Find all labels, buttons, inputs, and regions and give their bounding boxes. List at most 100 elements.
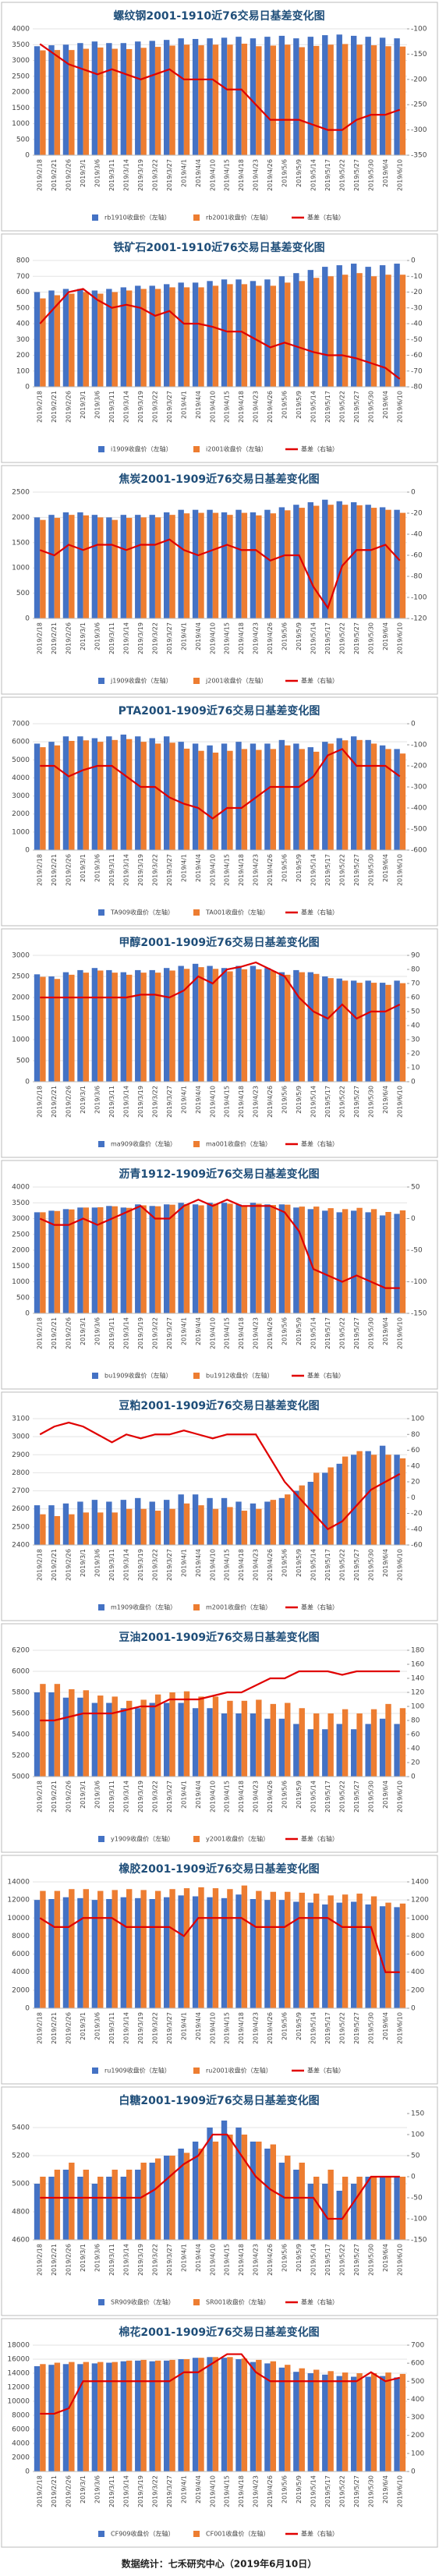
bar	[77, 969, 83, 1082]
bar	[164, 1204, 170, 1313]
bar	[293, 1490, 299, 1545]
bar	[154, 2158, 161, 2240]
bar	[40, 1212, 46, 1313]
bar	[154, 517, 161, 618]
y-tick-label: 6000	[12, 1668, 30, 1676]
bar	[322, 1904, 328, 2008]
bar	[285, 974, 291, 1082]
x-tick-label: 2019/3/1	[80, 622, 87, 650]
x-tick-label: 2019/2/26	[65, 1317, 73, 1349]
bar	[278, 972, 285, 1082]
basis-line	[40, 2353, 401, 2415]
bar	[264, 2363, 271, 2471]
x-tick-label: 2019/4/4	[195, 1781, 202, 1809]
x-tick-label: 2019/6/4	[382, 854, 389, 882]
bar	[83, 48, 89, 155]
bar	[356, 1451, 363, 1545]
x-tick-label: 2019/3/27	[166, 854, 173, 886]
x-tick-label: 2019/5/30	[367, 1549, 374, 1581]
bar	[241, 749, 248, 850]
x-tick-label: 2019/2/21	[51, 2475, 58, 2507]
bar	[394, 2377, 400, 2471]
y-tick-label: 4000	[12, 1184, 30, 1192]
bar	[77, 512, 83, 618]
x-tick-label: 2019/3/1	[80, 1549, 87, 1577]
bar	[221, 1713, 228, 1777]
bar	[198, 750, 204, 850]
bar	[293, 505, 299, 618]
bar	[379, 2177, 386, 2240]
bar	[135, 1897, 141, 2008]
bar	[322, 976, 328, 1082]
bar	[83, 740, 89, 850]
bar	[285, 1494, 291, 1545]
x-tick-label: 2019/4/26	[267, 159, 274, 191]
y2-tick-label: 60	[411, 1447, 420, 1455]
bar	[77, 2177, 83, 2240]
bar	[112, 519, 118, 618]
basis-line	[39, 1917, 400, 1973]
x-tick-label: 2019/3/19	[137, 854, 144, 886]
bar	[169, 742, 175, 850]
legend-swatch	[193, 909, 200, 916]
x-tick-label: 2019/4/18	[238, 854, 245, 886]
bar	[149, 2361, 155, 2471]
y2-tick-label: -50	[411, 336, 423, 344]
x-tick-label: 2019/3/14	[123, 854, 130, 886]
legend-label: rb2001收盘价（左轴）	[206, 214, 272, 221]
x-tick-label: 2019/4/4	[195, 854, 202, 882]
bar	[264, 743, 271, 850]
x-tick-label: 2019/5/17	[324, 1549, 331, 1581]
y2-tick-label: 100	[411, 2131, 424, 2139]
bar	[198, 1887, 204, 2008]
bar	[192, 963, 199, 1082]
y-tick-label: 500	[16, 1058, 30, 1065]
bar	[278, 2163, 285, 2240]
bar	[365, 1724, 371, 1777]
bar	[270, 2361, 276, 2471]
y-tick-label: 14000	[7, 1879, 30, 1887]
x-tick-label: 2019/4/26	[267, 854, 274, 886]
bar	[149, 1703, 155, 1777]
legend-label: y1909收盘价（左轴）	[111, 1835, 174, 1843]
x-tick-label: 2019/4/4	[195, 2475, 202, 2503]
bar	[48, 1210, 55, 1313]
y-tick-label: 3500	[12, 41, 30, 49]
bar	[106, 289, 112, 387]
bar	[351, 1729, 357, 1777]
bar	[126, 518, 133, 618]
y-tick-label: 6000	[12, 2426, 30, 2434]
bar	[235, 1894, 242, 2008]
bar	[212, 1888, 219, 2008]
bar	[169, 970, 175, 1082]
y2-tick-label: -400	[411, 805, 427, 813]
x-tick-label: 2019/3/19	[137, 1317, 144, 1349]
x-tick-label: 2019/4/10	[209, 2012, 216, 2044]
bar	[356, 273, 363, 387]
bar	[379, 1906, 386, 2008]
bar	[313, 973, 320, 1082]
x-tick-label: 2019/3/6	[94, 2012, 101, 2040]
bar	[154, 1694, 161, 1777]
x-tick-label: 2019/4/1	[180, 1781, 187, 1809]
x-tick-label: 2019/4/18	[238, 1549, 245, 1581]
bar	[264, 2149, 271, 2240]
bar	[34, 1900, 41, 2008]
x-tick-label: 2019/5/30	[367, 391, 374, 423]
bar	[91, 1207, 98, 1313]
bar	[299, 2163, 305, 2240]
x-tick-label: 2019/5/14	[310, 391, 317, 423]
bar	[34, 1212, 41, 1313]
x-tick-label: 2019/4/10	[209, 1317, 216, 1349]
bar	[394, 1214, 400, 1313]
bar	[140, 517, 147, 618]
bar	[212, 285, 219, 387]
x-tick-label: 2019/4/26	[267, 1549, 274, 1581]
y-tick-label: 500	[16, 304, 30, 312]
bar	[135, 1497, 141, 1545]
bar	[235, 1501, 242, 1545]
bar	[34, 1692, 41, 1777]
y2-tick-label: 200	[411, 2432, 424, 2440]
legend-swatch	[193, 446, 200, 452]
legend-swatch	[193, 2068, 200, 2074]
